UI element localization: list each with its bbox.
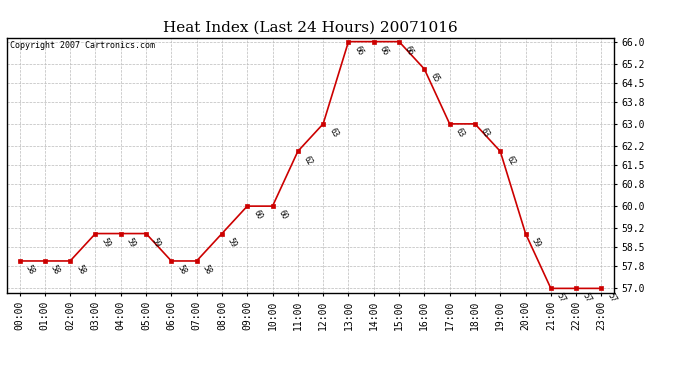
Text: 57: 57 bbox=[580, 291, 593, 304]
Text: 59: 59 bbox=[150, 236, 163, 249]
Text: 62: 62 bbox=[302, 154, 315, 166]
Text: Copyright 2007 Cartronics.com: Copyright 2007 Cartronics.com bbox=[10, 41, 155, 50]
Text: 59: 59 bbox=[530, 236, 542, 249]
Text: 66: 66 bbox=[403, 44, 415, 57]
Text: 59: 59 bbox=[99, 236, 112, 249]
Text: 65: 65 bbox=[428, 72, 441, 84]
Text: 58: 58 bbox=[23, 264, 36, 276]
Text: 58: 58 bbox=[75, 264, 87, 276]
Text: 58: 58 bbox=[49, 264, 61, 276]
Text: 66: 66 bbox=[378, 44, 391, 57]
Text: 63: 63 bbox=[327, 127, 339, 139]
Text: 58: 58 bbox=[201, 264, 213, 276]
Text: 59: 59 bbox=[226, 236, 239, 249]
Text: 59: 59 bbox=[125, 236, 137, 249]
Text: 57: 57 bbox=[555, 291, 567, 304]
Text: 63: 63 bbox=[479, 127, 491, 139]
Text: 62: 62 bbox=[504, 154, 517, 166]
Title: Heat Index (Last 24 Hours) 20071016: Heat Index (Last 24 Hours) 20071016 bbox=[163, 21, 458, 35]
Text: 57: 57 bbox=[606, 291, 618, 304]
Text: 60: 60 bbox=[251, 209, 264, 221]
Text: 60: 60 bbox=[277, 209, 289, 221]
Text: 63: 63 bbox=[454, 127, 466, 139]
Text: 66: 66 bbox=[353, 44, 365, 57]
Text: 58: 58 bbox=[175, 264, 188, 276]
